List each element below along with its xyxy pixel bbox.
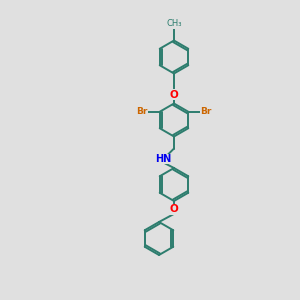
Text: CH₃: CH₃ (166, 19, 182, 28)
Text: Br: Br (201, 107, 212, 116)
Text: O: O (169, 204, 178, 214)
Text: O: O (169, 89, 178, 100)
Text: Br: Br (136, 107, 147, 116)
Text: HN: HN (155, 154, 172, 164)
